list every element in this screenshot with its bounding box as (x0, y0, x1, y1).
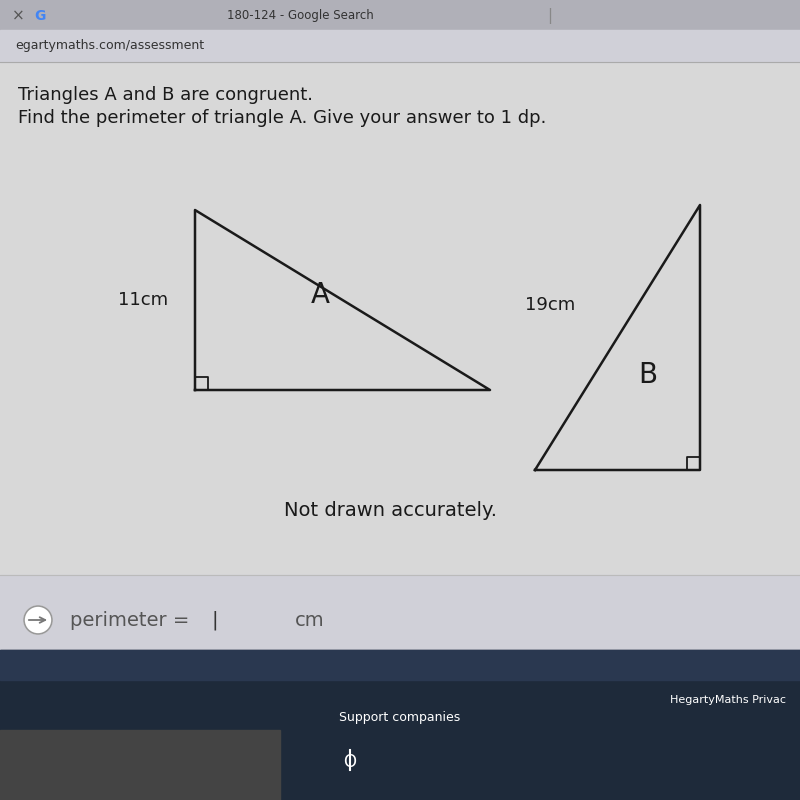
Text: G: G (34, 9, 46, 23)
Text: Triangles A and B are congruent.: Triangles A and B are congruent. (18, 86, 313, 104)
Text: 180-124 - Google Search: 180-124 - Google Search (226, 10, 374, 22)
Text: 11cm: 11cm (118, 291, 168, 309)
Text: |: | (547, 8, 553, 24)
Text: O: O (343, 753, 357, 771)
Text: HegartyMaths Privac: HegartyMaths Privac (670, 695, 786, 705)
Text: |: | (212, 610, 218, 630)
Bar (0, 730, 280, 800)
Text: A: A (310, 281, 330, 309)
Text: cm: cm (295, 610, 325, 630)
Text: perimeter =: perimeter = (70, 610, 196, 630)
Bar (0, 0, 800, 30)
Text: egartymaths.com/assessment: egartymaths.com/assessment (15, 39, 204, 53)
Bar (0, 650, 800, 680)
Circle shape (24, 606, 52, 634)
Text: Not drawn accurately.: Not drawn accurately. (283, 501, 497, 519)
Bar (0, 30, 800, 62)
Bar (0, 62, 800, 627)
Text: 19cm: 19cm (525, 296, 575, 314)
Text: Find the perimeter of triangle A. Give your answer to 1 dp.: Find the perimeter of triangle A. Give y… (18, 109, 546, 127)
Text: Support companies: Support companies (339, 711, 461, 725)
Bar (0, 575, 800, 650)
Text: B: B (638, 361, 658, 389)
Text: ×: × (12, 9, 24, 23)
Bar (0, 650, 800, 800)
